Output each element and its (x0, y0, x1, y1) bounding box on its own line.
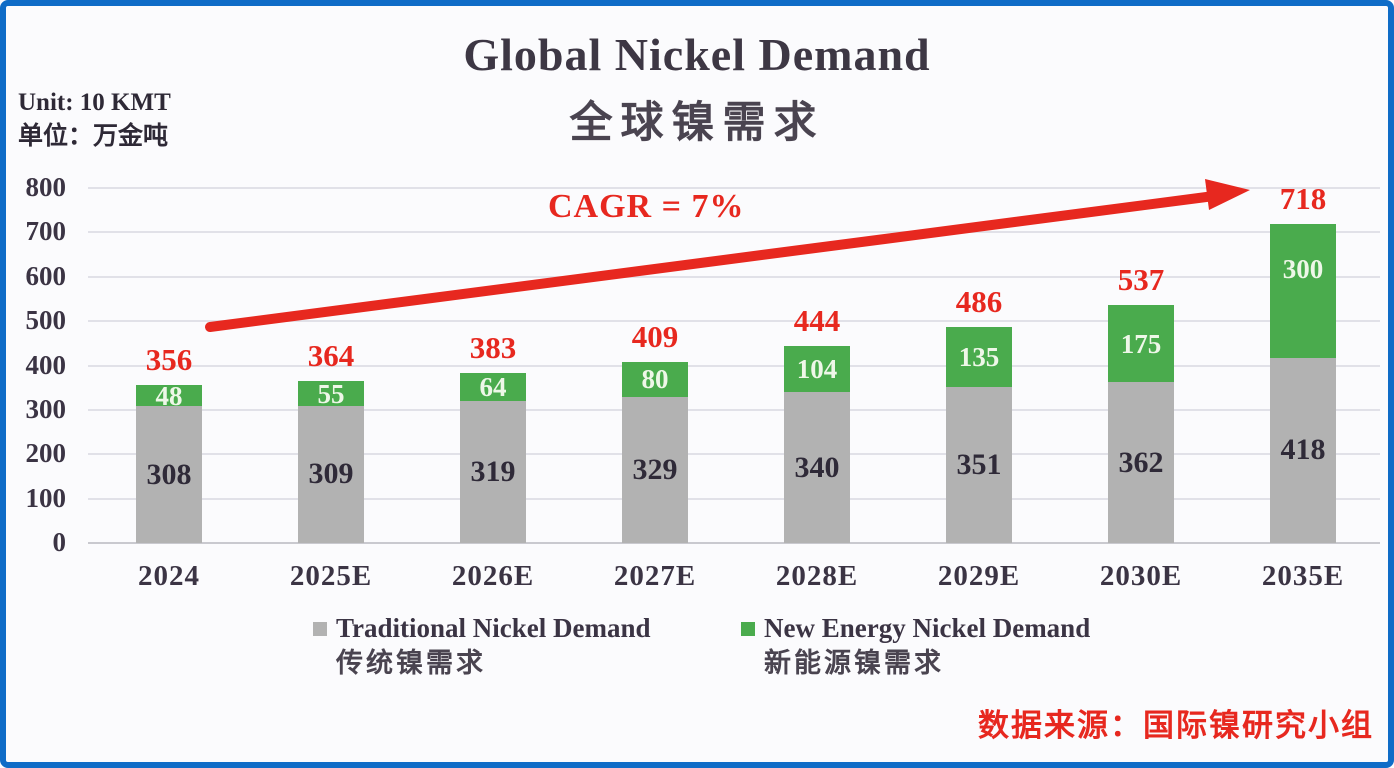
y-axis-tick-500: 500 (25, 305, 67, 336)
label-traditional-value-2028E: 340 (794, 450, 840, 484)
x-axis-tick-2030E: 2030E (1099, 560, 1183, 592)
unit-label-en: Unit: 10 KMT (18, 89, 171, 116)
legend-item-new-energy: New Energy Nickel Demand 新能源镍需求 (741, 610, 1090, 680)
x-axis-tick-2035E: 2035E (1261, 560, 1345, 592)
y-axis-tick-400: 400 (25, 349, 67, 380)
x-axis-tick-2029E: 2029E (937, 560, 1021, 592)
label-traditional-value-2025E: 309 (308, 457, 354, 491)
x-axis-tick-2027E: 2027E (613, 560, 697, 592)
label-traditional-value-2024: 308 (146, 457, 192, 491)
x-axis-tick-2028E: 2028E (775, 560, 859, 592)
label-total-2035E: 718 (1279, 181, 1327, 217)
label-new-energy-value-2028E: 104 (796, 354, 838, 385)
label-total-2030E: 537 (1117, 261, 1165, 297)
legend-swatch-traditional-icon (313, 622, 327, 636)
label-new-energy-value-2030E: 175 (1120, 328, 1162, 359)
y-axis-tick-0: 0 (52, 527, 67, 557)
x-axis-tick-2026E: 2026E (451, 560, 535, 592)
gridline-300 (88, 408, 1380, 411)
legend-label-traditional-zh: 传统镍需求 (336, 648, 486, 678)
bar-new-energy-2027E (622, 361, 688, 397)
legend-label-traditional-en: Traditional Nickel Demand (336, 613, 651, 643)
label-traditional-value-2026E: 319 (470, 455, 516, 489)
x-axis-tick-2024: 2024 (138, 560, 200, 592)
gridline-800 (88, 187, 1380, 189)
label-new-energy-value-2024: 48 (155, 380, 183, 411)
unit-label: Unit: 10 KMT 单位：万金吨 (18, 86, 171, 154)
gridline-500 (88, 320, 1380, 323)
bar-new-energy-2028E (784, 345, 850, 393)
y-axis-tick-800: 800 (25, 172, 67, 202)
bar-traditional-2027E (622, 397, 688, 543)
cagr-annotation: CAGR = 7% (548, 188, 745, 225)
bar-traditional-2030E (1108, 382, 1174, 543)
y-axis-tick-200: 200 (25, 438, 67, 469)
chart-title-en: Global Nickel Demand (463, 29, 931, 80)
y-axis-tick-300: 300 (25, 393, 67, 424)
label-traditional-value-2027E: 329 (632, 453, 678, 486)
bar-traditional-2029E (946, 387, 1012, 543)
label-new-energy-value-2035E: 300 (1282, 254, 1324, 285)
label-total-2029E: 486 (955, 284, 1003, 320)
legend-item-traditional: Traditional Nickel Demand 传统镍需求 (313, 610, 651, 680)
label-new-energy-value-2027E: 80 (641, 364, 669, 395)
label-new-energy-value-2025E: 55 (317, 378, 345, 409)
label-new-energy-value-2026E: 64 (479, 372, 507, 403)
legend-label-new-energy-zh: 新能源镍需求 (764, 648, 944, 678)
gridline-700 (88, 231, 1380, 234)
gridline-200 (88, 453, 1380, 456)
y-axis-tick-700: 700 (25, 216, 67, 247)
bar-traditional-2028E (784, 392, 850, 543)
label-traditional-value-2035E: 418 (1280, 433, 1326, 467)
bar-traditional-2025E (298, 405, 364, 543)
bar-new-energy-2026E (460, 373, 526, 402)
bar-traditional-2024 (136, 406, 202, 543)
label-new-energy-value-2029E: 135 (958, 342, 1000, 373)
gridline-0 (88, 542, 1380, 544)
label-total-2025E: 364 (307, 338, 355, 374)
bar-traditional-2026E (460, 401, 526, 543)
y-axis-tick-600: 600 (25, 260, 67, 291)
bar-new-energy-2029E (946, 327, 1012, 388)
bar-new-energy-2035E (1270, 224, 1336, 358)
bar-new-energy-2025E (298, 381, 364, 406)
x-axis-tick-2025E: 2025E (289, 560, 373, 592)
chart-title-zh: 全球镍需求 (569, 100, 825, 147)
unit-label-zh: 单位：万金吨 (18, 123, 169, 150)
label-traditional-value-2029E: 351 (956, 448, 1002, 482)
gridline-400 (88, 364, 1380, 367)
label-total-2028E: 444 (793, 302, 841, 338)
label-total-2027E: 409 (631, 318, 679, 354)
legend-swatch-new-energy-icon (741, 622, 755, 636)
label-traditional-value-2030E: 362 (1118, 445, 1164, 479)
bar-traditional-2035E (1270, 357, 1336, 543)
gridline-100 (88, 497, 1380, 500)
y-axis-tick-100: 100 (25, 482, 67, 513)
legend-label-new-energy-en: New Energy Nickel Demand (764, 613, 1091, 643)
data-source-note: 数据来源：国际镍研究小组 (978, 708, 1374, 743)
label-total-2026E: 383 (469, 330, 517, 366)
bar-new-energy-2024 (136, 385, 202, 407)
label-total-2024: 356 (145, 342, 193, 378)
